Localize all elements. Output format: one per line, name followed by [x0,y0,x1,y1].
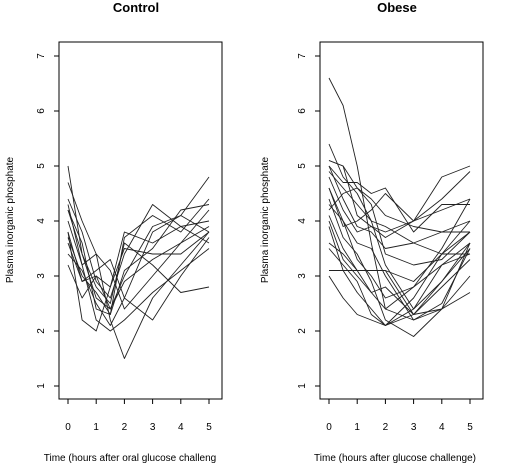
obese-series-line-17 [328,187,471,233]
obese-x-tick-label: 1 [354,422,360,433]
control-x-tick-label: 1 [93,422,99,433]
control-title: Control [113,0,159,15]
obese-series-line-7 [328,176,471,238]
control-x-tick-label: 4 [178,422,184,433]
control-series-line-9 [67,198,210,315]
obese-plot-frame [319,41,484,400]
obese-x-tick-label: 5 [467,422,473,433]
obese-series-line-2 [328,143,470,244]
obese-series-line-15 [329,242,471,315]
obese-x-tick-label: 2 [383,422,389,433]
control-series-line-12 [67,231,210,299]
control-y-tick-label: 4 [36,218,47,224]
obese-series-line-8 [328,171,471,227]
control-series-line-10 [67,237,210,321]
control-x-tick-label: 2 [122,422,128,433]
obese-series-group [328,77,471,337]
control-series-line-5 [67,209,210,304]
control-x-tick-label: 3 [150,422,156,433]
obese-series-line-16 [328,220,471,326]
obese-y-axis-label: Plasma inorganic phosphate [260,156,271,283]
obese-series-line-18 [328,187,471,299]
obese-series-line-10 [328,204,471,321]
control-panel: Control Plasma inorganic phosphate Time … [5,0,223,464]
control-x-axis-label: Time (hours after oral glucose challeng [44,453,217,464]
obese-x-tick-label: 3 [411,422,417,433]
obese-series-line-4 [328,165,470,233]
control-series-group [67,165,210,359]
obese-x-axis-label: Time (hours after glucose challenge) [314,453,476,464]
obese-series-line-6 [328,171,471,310]
control-series-line-13 [67,204,210,315]
control-y-tick-label: 7 [36,53,47,59]
control-x-tick-label: 5 [206,422,212,433]
obese-y-tick-label: 7 [297,53,308,59]
control-series-line-2 [67,182,210,359]
obese-y-tick-label: 5 [297,163,308,169]
obese-y-tick-label: 4 [297,218,308,224]
control-y-axis-label: Plasma inorganic phosphate [5,156,16,283]
control-y-tick-label: 5 [36,163,47,169]
control-y-tick-label: 2 [36,328,47,334]
obese-series-line-1 [328,77,471,321]
obese-panel: Obese Plasma inorganic phosphate Time (h… [260,0,484,464]
control-series-line-11 [67,215,210,326]
control-plot-frame [58,41,223,400]
obese-series-line-13 [328,242,471,310]
control-y-tick-label: 1 [36,383,47,389]
control-x-tick-label: 0 [65,422,71,433]
obese-series-line-12 [328,226,471,326]
obese-y-tick-label: 1 [297,383,308,389]
obese-y-tick-label: 3 [297,273,308,279]
obese-series-line-5 [328,165,470,255]
obese-series-line-19 [328,220,471,315]
obese-y-tick-label: 2 [297,328,308,334]
control-series-line-6 [67,209,210,310]
obese-title: Obese [377,0,417,15]
obese-series-line-20 [328,160,471,266]
obese-series-line-14 [328,248,471,326]
control-series-line-8 [67,226,210,310]
obese-x-tick-label: 0 [326,422,332,433]
control-y-tick-label: 6 [36,108,47,114]
control-series-line-4 [67,204,210,332]
control-y-tick-label: 3 [36,273,47,279]
obese-x-tick-label: 4 [439,422,445,433]
obese-y-tick-label: 6 [297,108,308,114]
